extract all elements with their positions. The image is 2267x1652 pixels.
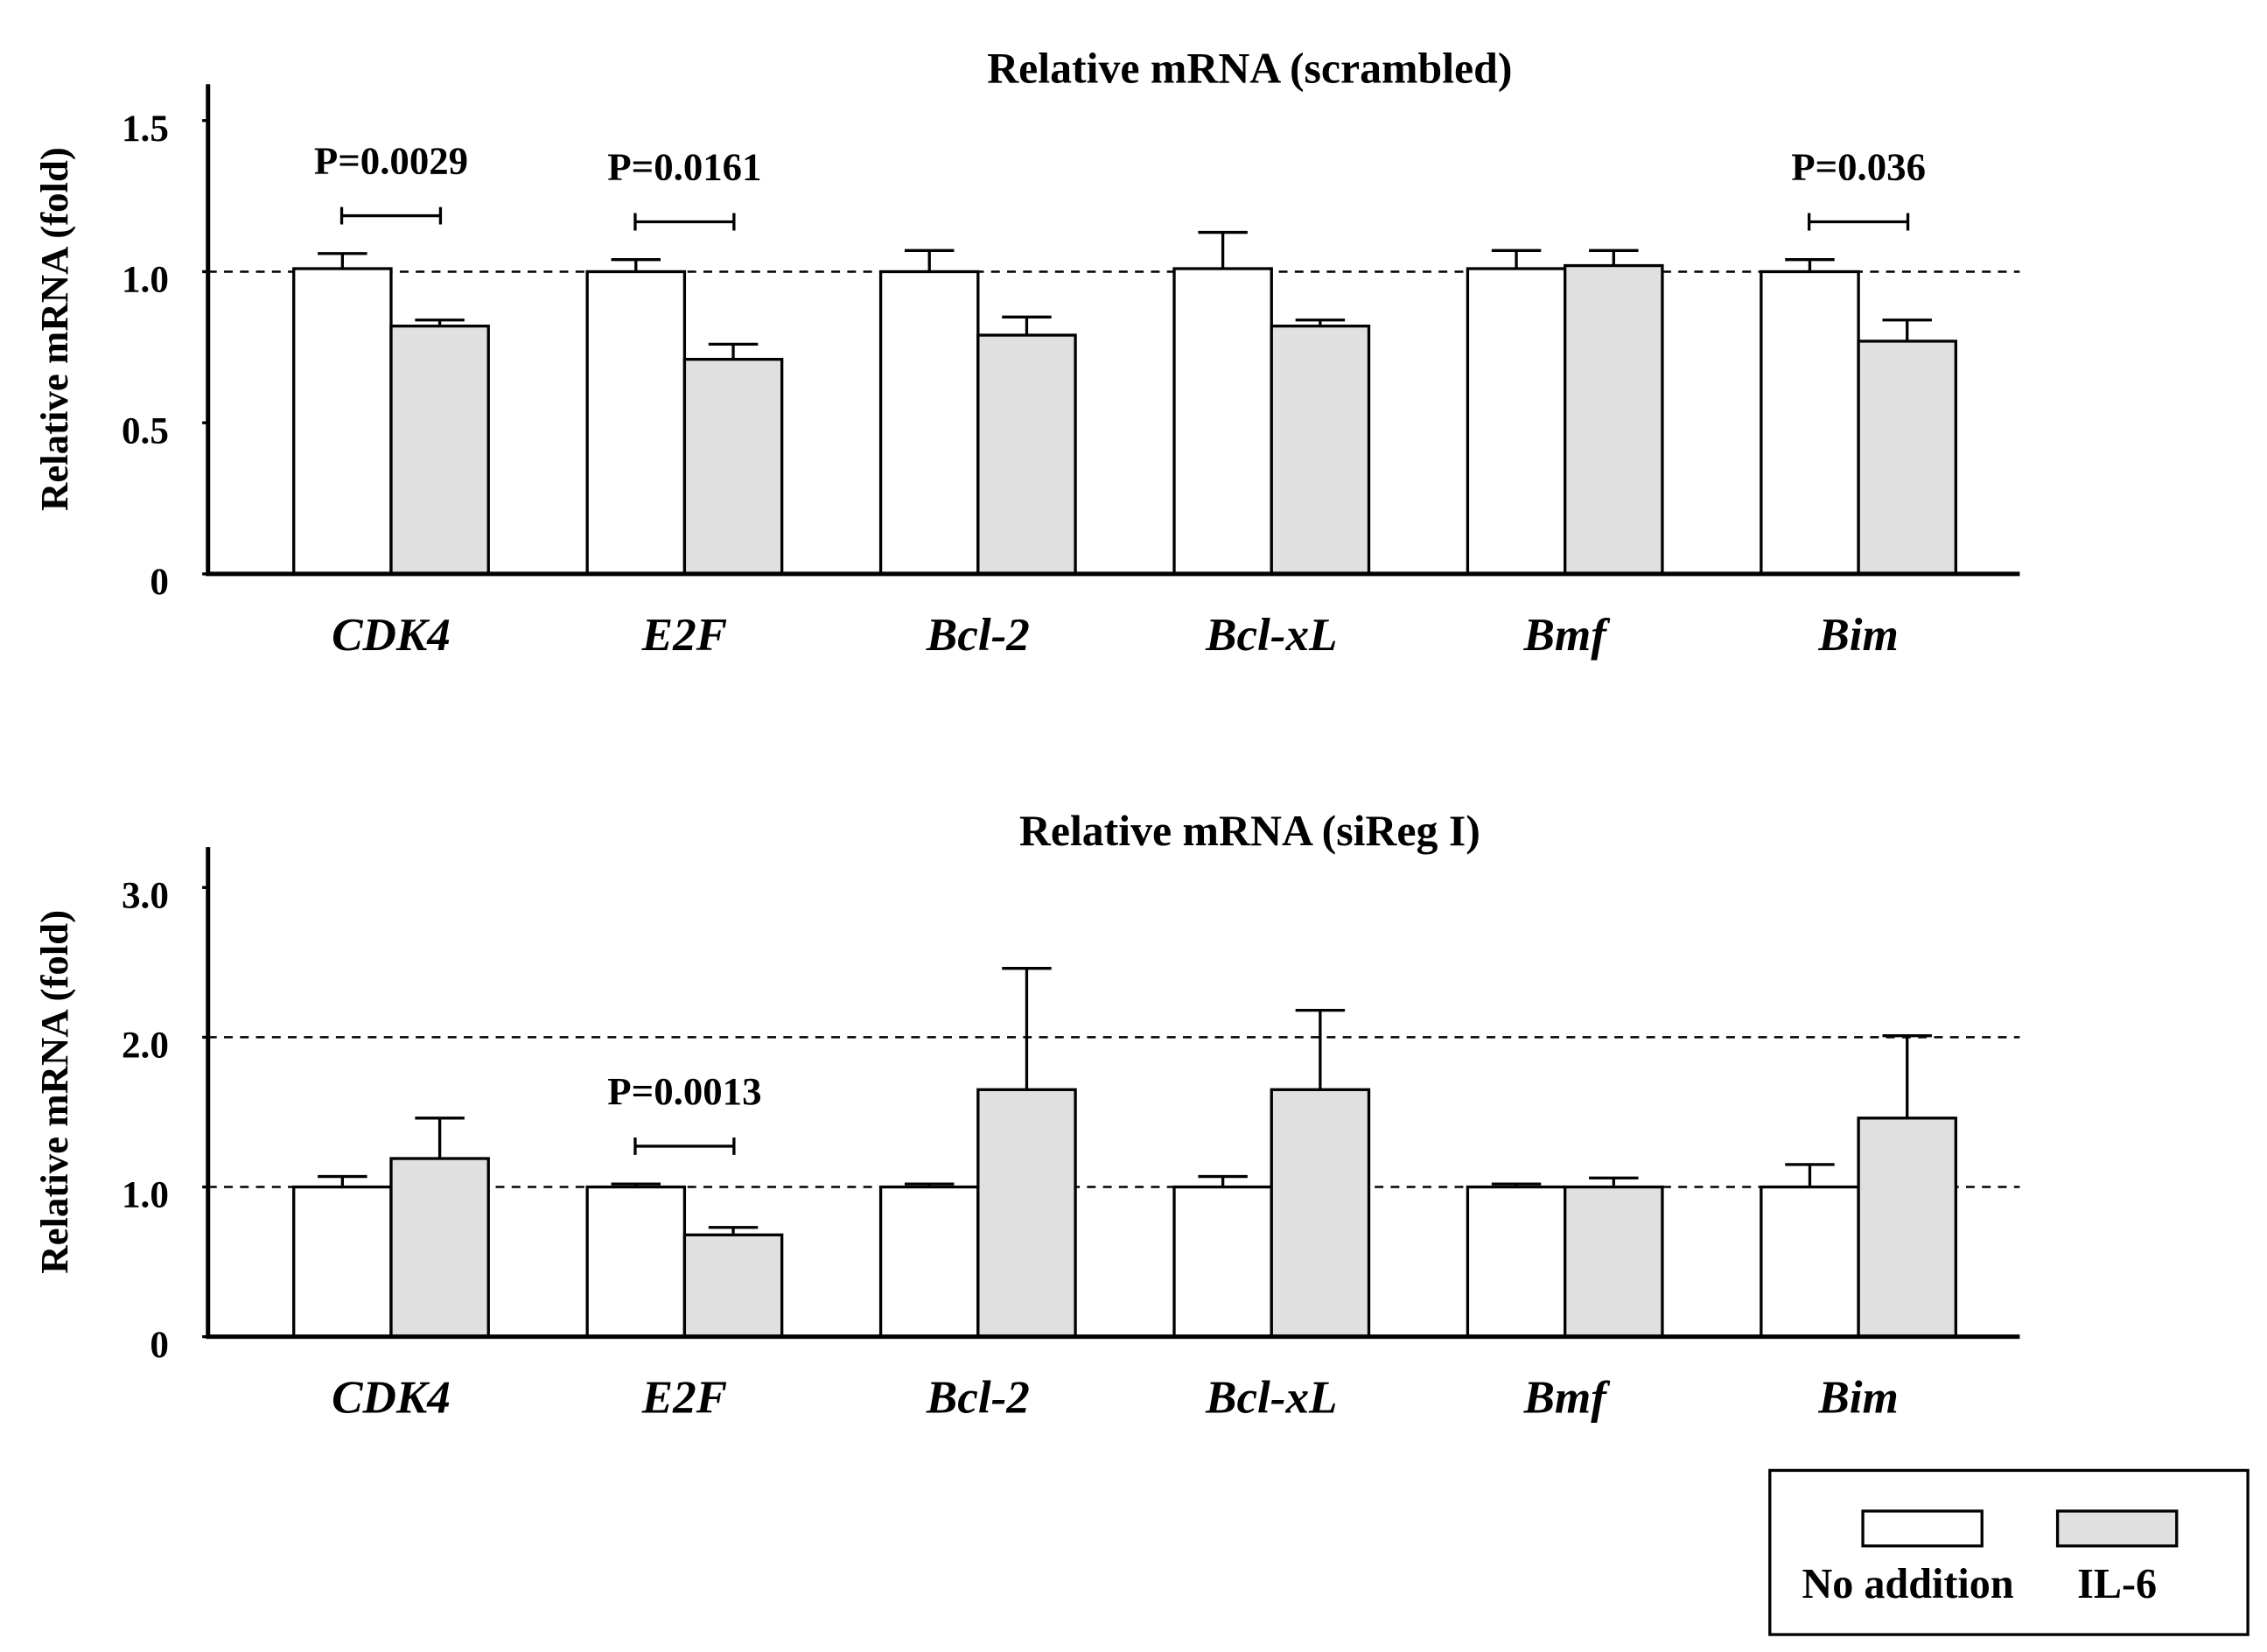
bar (1466, 267, 1567, 576)
error-bar (1785, 257, 1835, 272)
error-bar (1589, 1176, 1639, 1187)
x-tick-label: Bim (1817, 610, 1899, 661)
error-bar (611, 257, 661, 272)
error-bar (1295, 318, 1346, 326)
error-bar (318, 252, 367, 270)
significance-bracket (633, 213, 736, 231)
error-bar (708, 1226, 759, 1236)
x-tick-label: E2F (641, 610, 727, 661)
error-bar (1589, 248, 1639, 266)
significance-bracket (1807, 213, 1910, 231)
error-bar (1491, 1182, 1542, 1187)
bar (1466, 1185, 1567, 1339)
error-bar (1198, 230, 1248, 270)
x-tick-label: CDK4 (332, 1373, 451, 1424)
bar (292, 1185, 393, 1339)
error-bar (415, 1116, 465, 1159)
error-bar (318, 1174, 367, 1187)
legend-label: No addition (1802, 1561, 2013, 1607)
significance-bracket (339, 206, 443, 225)
y-tick-label: 1.0 (122, 260, 169, 301)
error-bar (1295, 1008, 1346, 1090)
legend-swatch (2055, 1509, 2179, 1548)
bar (976, 1088, 1077, 1339)
bar (682, 1233, 784, 1339)
x-tick-label: CDK4 (332, 610, 451, 661)
axes (206, 84, 2020, 577)
bar (1564, 1185, 1664, 1339)
bar (585, 270, 687, 576)
error-bar (708, 342, 759, 360)
y-tick-label: 2.0 (122, 1026, 169, 1067)
y-tick-label: 1.5 (122, 108, 169, 150)
error-bar (904, 248, 955, 272)
p-value-label: P=0.036 (1791, 145, 1926, 189)
x-tick-label: E2F (641, 1373, 727, 1424)
x-tick-label: Bcl-xL (1205, 610, 1337, 661)
bar (1760, 270, 1860, 576)
error-bar (415, 318, 465, 326)
bar (682, 357, 784, 576)
x-tick-label: Bcl-2 (926, 610, 1030, 661)
p-value-label: P=0.0029 (314, 139, 468, 183)
axes (206, 847, 2020, 1340)
error-bar (611, 1182, 661, 1187)
error-bar (1198, 1174, 1248, 1187)
x-tick-label: Bmf (1522, 1373, 1611, 1424)
error-bar (1002, 315, 1052, 336)
bar (1564, 263, 1664, 576)
bar (1172, 267, 1273, 576)
bar (878, 270, 980, 576)
bar (976, 333, 1077, 576)
x-tick-label: Bcl-xL (1205, 1373, 1337, 1424)
error-bar (1491, 248, 1542, 270)
p-value-label: P=0.0013 (607, 1069, 761, 1113)
chart-title: Relative mRNA (siReg I) (1019, 807, 1480, 855)
bar (878, 1185, 980, 1339)
bar (1857, 340, 1958, 576)
bar (1760, 1185, 1860, 1339)
bar (389, 1157, 490, 1339)
error-bar (1785, 1163, 1835, 1187)
y-tick-label: 0.5 (122, 410, 169, 452)
bar (389, 324, 490, 576)
bar (1857, 1116, 1958, 1339)
p-value-label: P=0.0161 (607, 145, 761, 189)
y-tick-label: 0 (150, 562, 169, 603)
x-tick-label: Bcl-2 (926, 1373, 1030, 1424)
y-axis-label: Relative mRNA (fold) (32, 910, 76, 1274)
error-bar (1882, 1034, 1932, 1118)
bar (1172, 1185, 1273, 1339)
y-tick-label: 1.0 (122, 1175, 169, 1216)
x-tick-label: Bim (1817, 1373, 1899, 1424)
legend-label: IL-6 (2077, 1561, 2157, 1607)
legend-swatch (1861, 1509, 1984, 1548)
bar (1270, 324, 1371, 576)
significance-bracket (633, 1137, 736, 1155)
error-bar (904, 1182, 955, 1187)
error-bar (1002, 967, 1052, 1090)
chart-title: Relative mRNA (scrambled) (987, 44, 1512, 92)
bar (292, 267, 393, 576)
error-bar (1882, 318, 1932, 341)
bar (585, 1185, 687, 1339)
y-axis-label: Relative mRNA (fold) (32, 147, 76, 511)
x-tick-label: Bmf (1522, 610, 1611, 661)
y-tick-label: 3.0 (122, 875, 169, 916)
legend-box (1768, 1468, 2250, 1636)
y-tick-label: 0 (150, 1325, 169, 1366)
bar (1270, 1088, 1371, 1339)
